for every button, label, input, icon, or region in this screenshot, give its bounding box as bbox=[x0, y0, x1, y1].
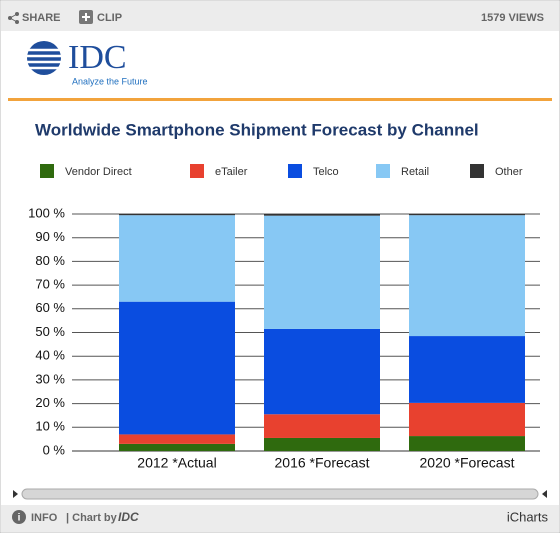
legend-label: Other bbox=[495, 166, 523, 178]
y-tick-label: 0 % bbox=[43, 442, 66, 457]
legend-swatch bbox=[190, 164, 204, 178]
bar-segment bbox=[409, 336, 525, 403]
divider bbox=[8, 98, 552, 101]
y-tick-label: 10 % bbox=[35, 419, 65, 434]
clip-button[interactable]: CLIP bbox=[79, 10, 122, 24]
bar-segment bbox=[409, 402, 525, 437]
y-tick-label: 30 % bbox=[35, 371, 65, 386]
bar-segment bbox=[119, 214, 235, 216]
bar-segment bbox=[409, 214, 525, 216]
legend-swatch bbox=[470, 164, 484, 178]
y-tick-label: 90 % bbox=[35, 229, 65, 244]
y-tick-label: 80 % bbox=[35, 253, 65, 268]
bar-segment bbox=[264, 414, 380, 438]
share-label[interactable]: SHARE bbox=[22, 12, 61, 24]
legend-label: Vendor Direct bbox=[65, 166, 132, 178]
chart-title: Worldwide Smartphone Shipment Forecast b… bbox=[35, 120, 479, 139]
svg-text:i: i bbox=[18, 513, 21, 524]
y-tick-label: 100 % bbox=[28, 205, 65, 220]
brand[interactable]: iCharts bbox=[507, 509, 549, 524]
bar-segment bbox=[409, 436, 525, 451]
bar-segment bbox=[409, 215, 525, 337]
y-tick-label: 50 % bbox=[35, 324, 65, 339]
bar-segment bbox=[264, 437, 380, 451]
info-label[interactable]: INFO bbox=[31, 512, 58, 524]
x-tick-label: 2016 *Forecast bbox=[275, 455, 370, 471]
chart-by: | Chart by bbox=[66, 512, 118, 524]
top-bar bbox=[1, 1, 559, 31]
bar-segment bbox=[119, 215, 235, 302]
plot: Vendor Direct eTailer Telco Retail Other 0 % 1… bbox=[28, 164, 540, 471]
legend-swatch bbox=[288, 164, 302, 178]
scrollbar[interactable] bbox=[13, 488, 547, 500]
share-button[interactable]: SHARE bbox=[8, 12, 61, 24]
bar-segment bbox=[264, 328, 380, 415]
legend-swatch bbox=[376, 164, 390, 178]
legend-label: Retail bbox=[401, 166, 429, 178]
bar-segment bbox=[264, 214, 380, 216]
legend-swatch bbox=[40, 164, 54, 178]
logo-text: IDC bbox=[68, 39, 127, 76]
y-tick-label: 60 % bbox=[35, 300, 65, 315]
y-tick-label: 20 % bbox=[35, 395, 65, 410]
bar-segment bbox=[119, 434, 235, 444]
views: 1579 VIEWS bbox=[481, 12, 544, 24]
y-tick-label: 40 % bbox=[35, 348, 65, 363]
bar-segment bbox=[119, 301, 235, 435]
info-button[interactable]: i INFO bbox=[12, 510, 58, 524]
logo: IDC Analyze the Future bbox=[24, 39, 148, 86]
x-tick-label: 2020 *Forecast bbox=[420, 455, 515, 471]
bar-segment bbox=[119, 443, 235, 451]
legend-label: Telco bbox=[313, 166, 339, 178]
y-tick-label: 70 % bbox=[35, 277, 65, 292]
legend-label: eTailer bbox=[215, 166, 248, 178]
tagline: Analyze the Future bbox=[72, 76, 148, 86]
x-tick-label: 2012 *Actual bbox=[137, 455, 216, 471]
bottom-bar bbox=[1, 505, 559, 532]
bar-segment bbox=[264, 215, 380, 329]
clip-label[interactable]: CLIP bbox=[97, 12, 122, 24]
chart-by-brand: IDC bbox=[118, 510, 139, 524]
